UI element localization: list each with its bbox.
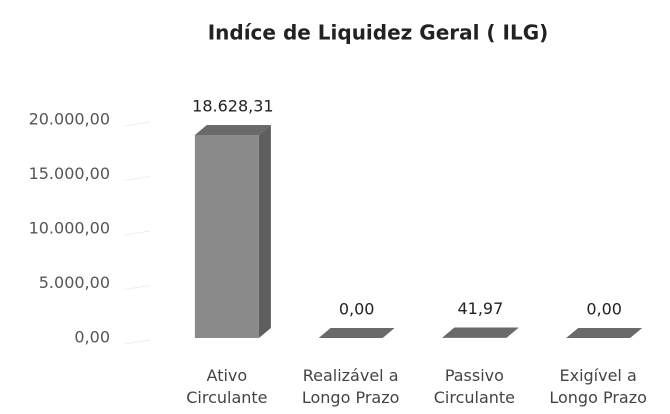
x-tick-label: Exigível a Longo Prazo: [549, 366, 647, 407]
x-tick-label: Realizável a Longo Prazo: [301, 366, 400, 407]
bar: [318, 328, 395, 338]
tick-line: [124, 176, 151, 181]
x-tick-label: Ativo Circulante: [186, 366, 268, 407]
y-tick-label: 20.000,00: [29, 110, 110, 129]
bar-front: [194, 134, 259, 338]
tick-line: [124, 339, 151, 345]
bar: [194, 124, 271, 339]
y-tick-label: 5.000,00: [39, 273, 110, 292]
tick-line: [124, 230, 151, 236]
chart-title: Indíce de Liquidez Geral ( ILG): [208, 21, 549, 45]
value-label: 41,97: [457, 299, 503, 318]
tick-line: [124, 285, 151, 290]
y-tick-label: 0,00: [74, 328, 110, 347]
bar-side: [258, 124, 271, 339]
bar: [442, 327, 519, 338]
bar-top: [442, 327, 519, 338]
bar-side: [506, 327, 519, 338]
bar: [566, 328, 643, 338]
y-tick-label: 10.000,00: [29, 219, 110, 238]
x-tick-label: Passivo Circulante: [433, 366, 516, 407]
bar-top: [318, 328, 395, 338]
y-tick-label: 15.000,00: [29, 164, 110, 183]
value-label: 18.628,31: [192, 96, 273, 115]
value-label: 0,00: [339, 300, 375, 319]
value-label: 0,00: [586, 300, 622, 319]
bar-top: [566, 328, 643, 338]
tick-line: [124, 121, 151, 127]
bar-top: [194, 124, 271, 135]
